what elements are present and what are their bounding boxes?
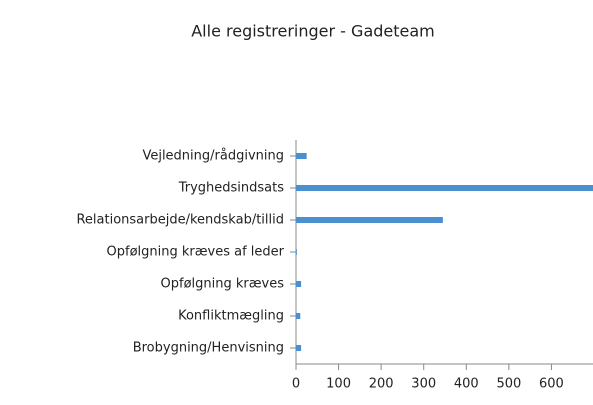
x-tick-label: 600 [539, 377, 564, 392]
x-tick-label: 500 [496, 377, 521, 392]
y-tick-label: Opfølgning kræves [161, 277, 285, 292]
y-tick-label: Vejledning/rådgivning [142, 149, 284, 164]
bar [296, 313, 301, 319]
x-tick-label: 200 [369, 377, 394, 392]
bar [296, 281, 302, 287]
y-tick-label: Konfliktmægling [178, 309, 284, 324]
x-tick-label: 100 [326, 377, 351, 392]
y-tick-label: Tryghedsindsats [178, 181, 285, 196]
x-tick-label: 0 [292, 377, 300, 392]
x-tick-label: 400 [454, 377, 479, 392]
y-tick-label: Brobygning/Henvisning [133, 341, 284, 356]
chart-title: Alle registreringer - Gadeteam [191, 22, 435, 41]
bar [296, 217, 443, 223]
bar [296, 345, 302, 351]
bar [296, 153, 307, 159]
x-tick-label: 300 [411, 377, 436, 392]
y-tick-label: Opfølgning kræves af leder [107, 245, 285, 260]
bar [296, 185, 593, 191]
bar [296, 249, 297, 255]
y-tick-label: Relationsarbejde/kendskab/tillid [76, 213, 284, 228]
